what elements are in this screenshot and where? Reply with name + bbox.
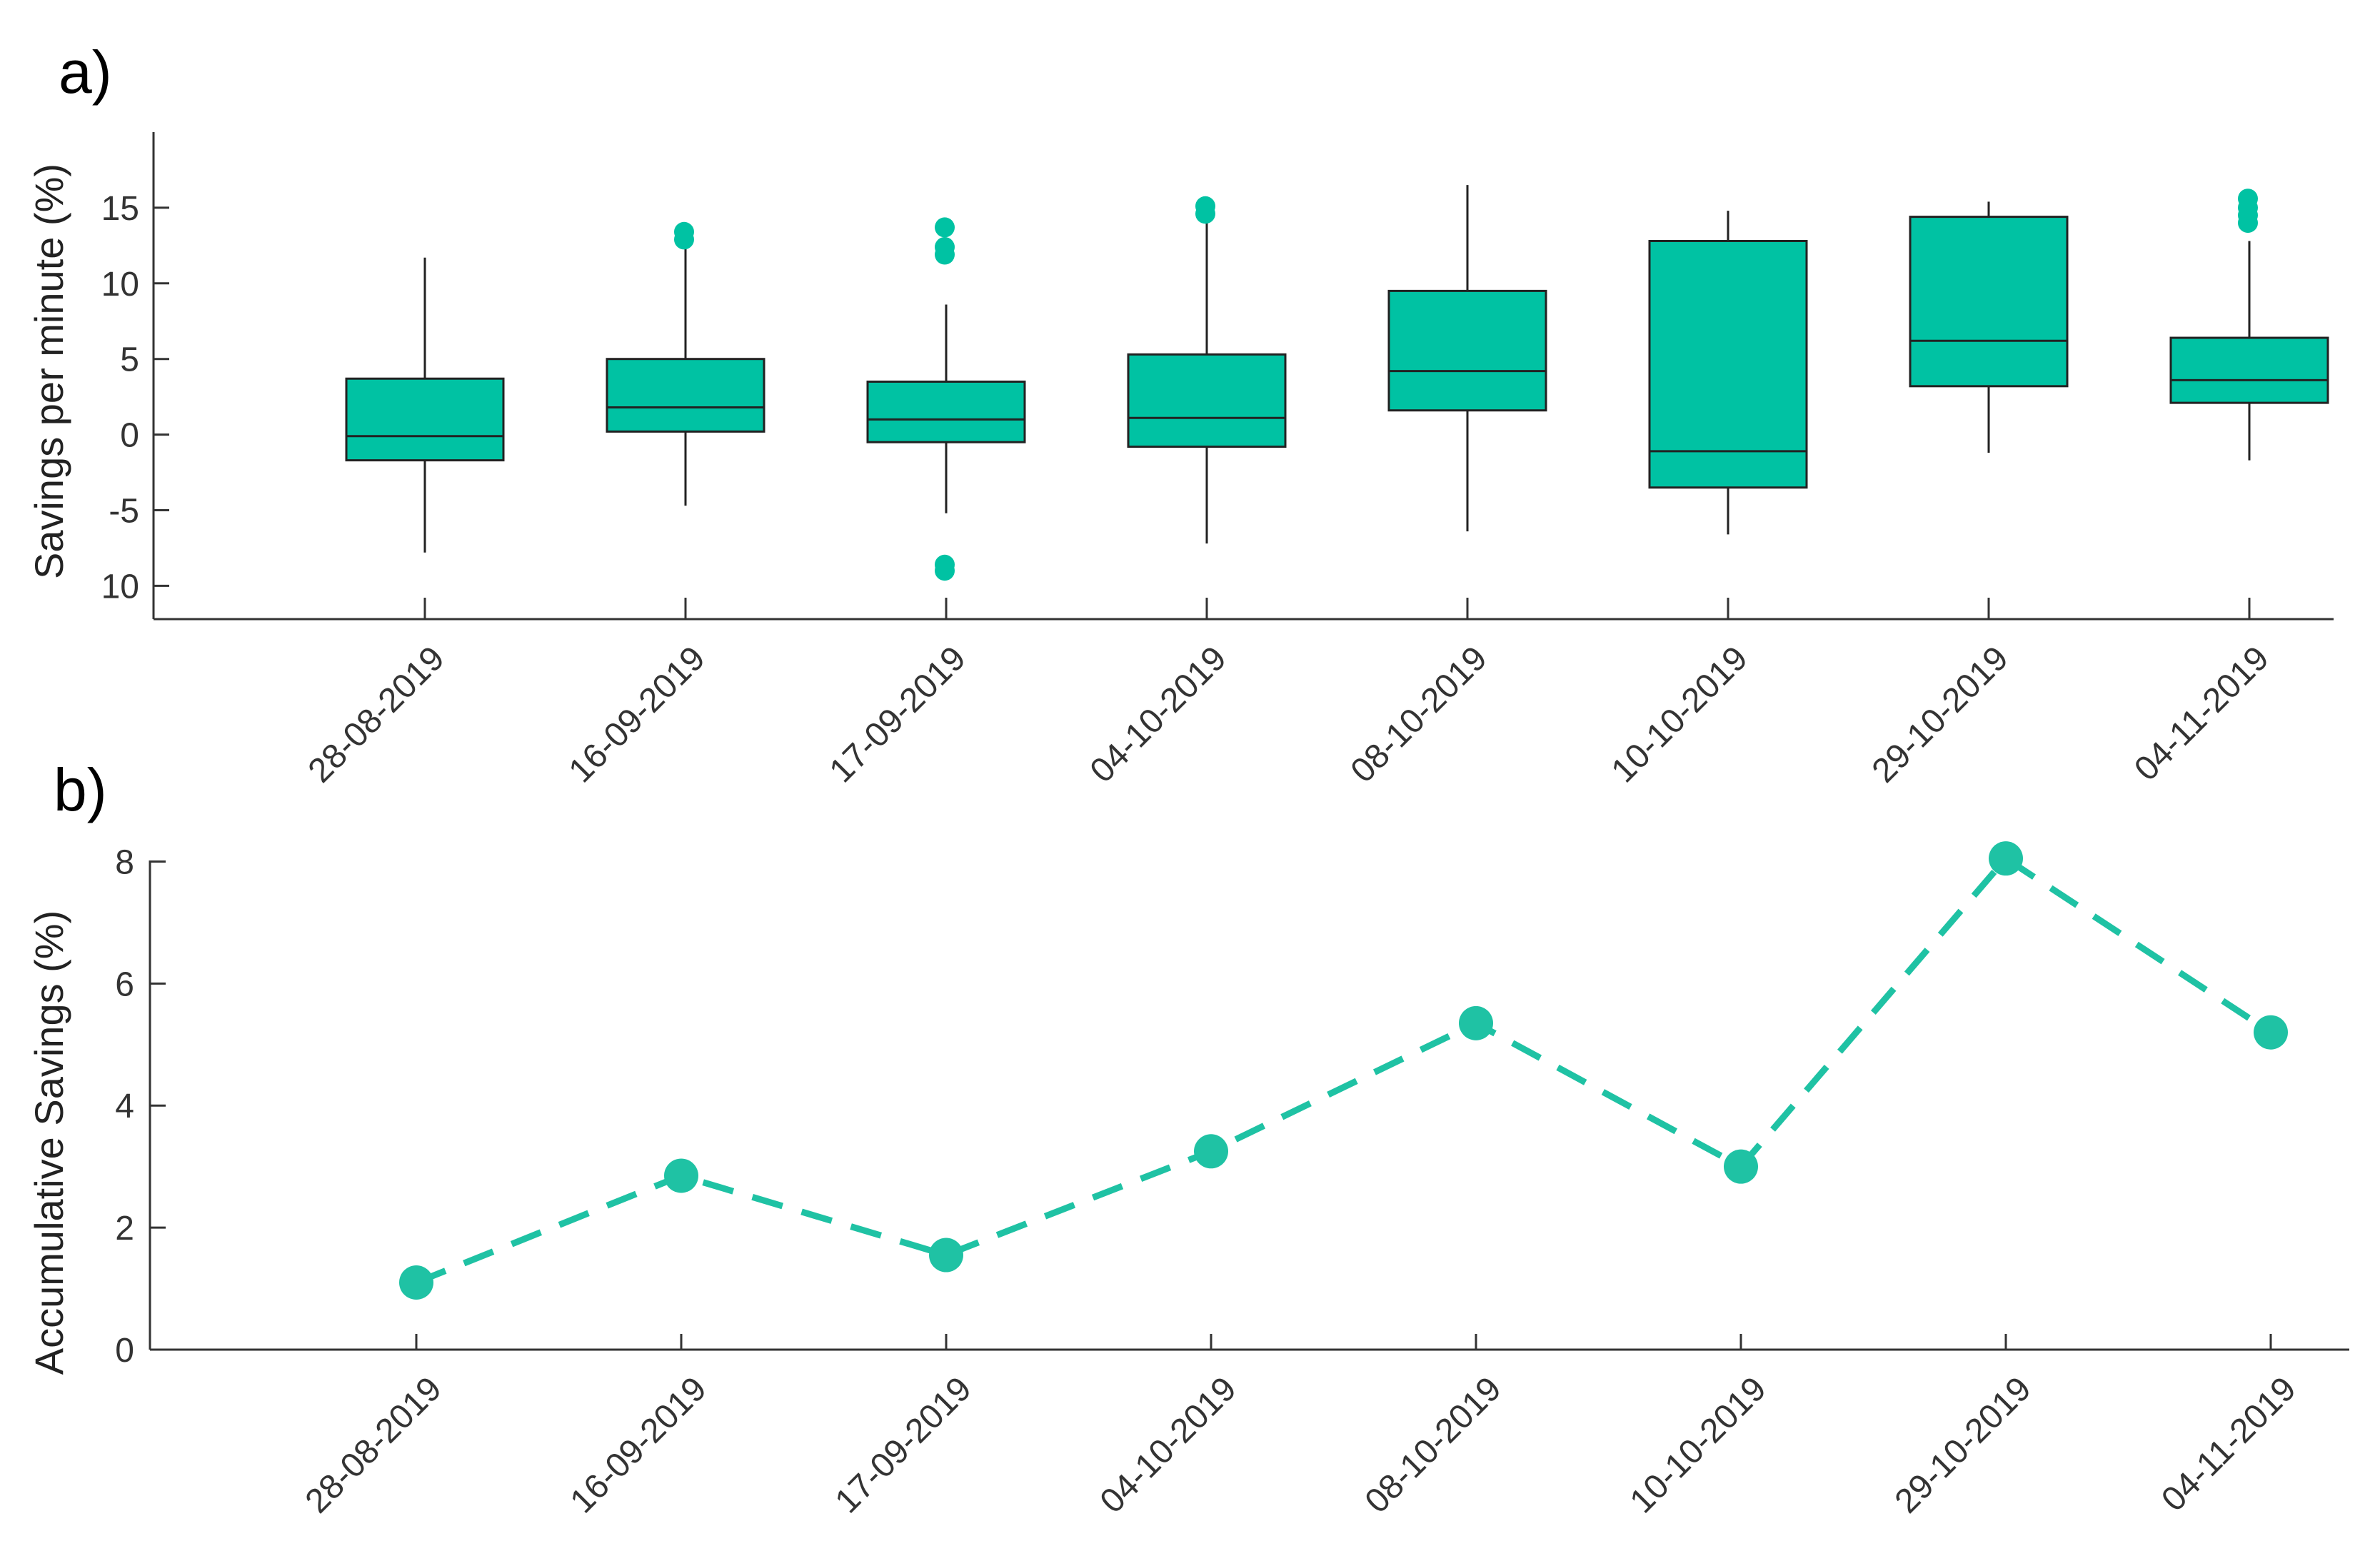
panel-a-y-tick-label: -5 xyxy=(109,493,139,531)
iqr-box xyxy=(1387,289,1547,412)
panel-a-x-tick-label: 08-10-2019 xyxy=(1344,639,1495,790)
iqr-box xyxy=(606,358,765,433)
panel-a-x-tick-label: 29-10-2019 xyxy=(1865,639,2016,790)
box-16-09-2019 xyxy=(606,221,765,506)
box-28-08-2019 xyxy=(345,257,505,553)
panel-b-series xyxy=(399,841,2288,1300)
box-29-10-2019 xyxy=(1909,201,2069,453)
outlier-point xyxy=(2238,189,2258,209)
data-point-10-10-2019 xyxy=(1724,1149,1758,1184)
panel-b-y-tick-label: 0 xyxy=(115,1332,134,1370)
panel-b-y-tick-label: 2 xyxy=(115,1210,134,1248)
data-point-16-09-2019 xyxy=(664,1158,698,1193)
outlier-point xyxy=(1195,196,1215,216)
data-point-17-09-2019 xyxy=(929,1238,963,1273)
panel-a-y-tick-label: 5 xyxy=(120,341,139,379)
panel-b-y-ticks: 0 2 4 6 8 xyxy=(115,843,166,1370)
iqr-box xyxy=(1127,353,1287,448)
panel-a-x-tick-label: 28-08-2019 xyxy=(301,639,452,790)
panel-a-y-ticks: 15 10 5 0 -5 10 xyxy=(101,190,169,606)
data-point-04-11-2019 xyxy=(2254,1015,2288,1050)
panel-b-x-tick-label: 28-08-2019 xyxy=(298,1370,449,1520)
panel-a-x-tick-label: 04-11-2019 xyxy=(2127,639,2276,788)
panel-a-x-tick-label: 10-10-2019 xyxy=(1605,639,1755,790)
outlier-point xyxy=(674,221,694,242)
panel-b-label: b) xyxy=(54,756,107,823)
iqr-box xyxy=(345,377,505,462)
iqr-box xyxy=(2169,336,2329,404)
panel-b-x-tick-label: 29-10-2019 xyxy=(1888,1370,2039,1520)
data-point-04-10-2019 xyxy=(1194,1134,1228,1169)
panel-a-y-tick-label: 10 xyxy=(101,266,139,303)
box-17-09-2019 xyxy=(866,217,1026,581)
data-point-29-10-2019 xyxy=(1989,841,2023,876)
panel-a-y-tick-label: 10 xyxy=(101,568,139,606)
panel-a-x-tick-label: 04-10-2019 xyxy=(1083,639,1234,790)
panel-b-y-tick-label: 8 xyxy=(115,843,134,881)
panel-b-linechart: b) Accumulative Savings (%) 0 2 4 6 8 28-08-… xyxy=(26,756,2349,1520)
panel-b-x-tick-label: 17-09-2019 xyxy=(828,1370,979,1520)
panel-b-y-axis-title: Accumulative Savings (%) xyxy=(26,910,71,1375)
accumulative-savings-line xyxy=(415,854,2273,1286)
panel-a-boxplot: a) Savings per minute (%) 15 10 5 0 -5 10 28-… xyxy=(26,39,2334,790)
box-08-10-2019 xyxy=(1387,185,1547,532)
outlier-point xyxy=(935,244,955,265)
outlier-point xyxy=(935,217,955,238)
data-point-28-08-2019 xyxy=(399,1265,433,1300)
box-04-10-2019 xyxy=(1127,196,1287,544)
panel-b-x-ticks: 28-08-2019 16-09-2019 17-09-2019 04-10-2019… xyxy=(298,1334,2304,1520)
panel-a-x-tick-label: 17-09-2019 xyxy=(823,639,973,790)
iqr-box xyxy=(1909,216,2069,388)
panel-b-y-tick-label: 6 xyxy=(115,965,134,1003)
panel-b-x-tick-label: 10-10-2019 xyxy=(1623,1370,1774,1520)
panel-a-y-axis-title: Savings per minute (%) xyxy=(26,164,71,579)
panel-b-x-tick-label: 08-10-2019 xyxy=(1358,1370,1509,1520)
panel-a-label: a) xyxy=(59,39,112,106)
panel-b-x-tick-label: 16-09-2019 xyxy=(563,1370,714,1520)
box-04-11-2019 xyxy=(2169,189,2329,461)
iqr-box xyxy=(866,380,1026,443)
panel-a-x-tick-label: 16-09-2019 xyxy=(562,639,713,790)
panel-a-y-tick-label: 0 xyxy=(120,417,139,455)
panel-b-axes xyxy=(149,860,2349,1351)
box-10-10-2019 xyxy=(1648,211,1808,535)
data-point-08-10-2019 xyxy=(1459,1005,1493,1040)
outlier-point xyxy=(935,561,955,581)
panel-a-x-ticks: 28-08-2019 16-09-2019 17-09-2019 04-10-2019… xyxy=(301,598,2276,790)
panel-b-x-tick-label: 04-10-2019 xyxy=(1093,1370,1244,1520)
panel-a-axes xyxy=(152,132,2334,621)
panel-a-boxes xyxy=(345,185,2329,581)
panel-a-y-tick-label: 15 xyxy=(101,190,139,228)
panel-b-y-tick-label: 4 xyxy=(115,1088,134,1125)
iqr-box xyxy=(1648,239,1808,489)
panel-b-x-tick-label: 04-11-2019 xyxy=(2154,1370,2304,1519)
